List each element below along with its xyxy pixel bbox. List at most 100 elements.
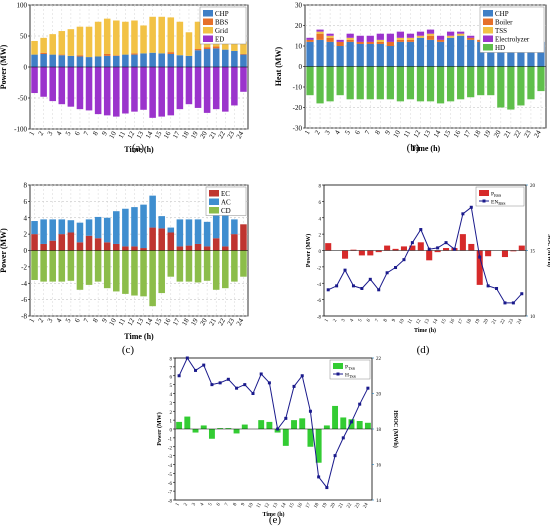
x-tick-label: 1 xyxy=(28,130,37,137)
bar-cd xyxy=(49,250,56,282)
x-tick-label: 6 xyxy=(73,130,82,137)
line-marker xyxy=(292,384,296,388)
y-tick-label: -10 xyxy=(293,84,303,92)
bar-hd xyxy=(527,66,535,100)
bar-cd xyxy=(212,250,220,290)
y-tick-label: -6 xyxy=(21,296,27,304)
line-marker xyxy=(341,436,345,440)
line-marker xyxy=(520,292,524,296)
bar-ed xyxy=(185,67,193,105)
bar-chp xyxy=(31,54,38,67)
bar-chp xyxy=(40,53,47,67)
y-axis-label: Power (MW) xyxy=(0,44,8,89)
line-marker xyxy=(235,386,239,390)
bar-boiler xyxy=(356,41,364,44)
line-marker xyxy=(218,381,222,385)
bar-chp xyxy=(316,39,324,67)
line-marker xyxy=(308,409,312,413)
bar-p xyxy=(299,418,306,429)
bar-boiler xyxy=(366,41,374,44)
x-tick-label: 23 xyxy=(226,317,237,327)
x-axis-label: Time (h) xyxy=(124,145,154,154)
y-tick-label: 1 xyxy=(170,420,173,425)
bar-p xyxy=(364,422,371,429)
bar-grid xyxy=(67,29,75,56)
bar-tss xyxy=(326,35,334,38)
bar-chp xyxy=(113,55,120,67)
x-tick-label: 5 xyxy=(64,130,73,137)
bar-p xyxy=(192,429,199,433)
x-tick-label: 19 xyxy=(189,317,200,327)
x-tick-label: 24 xyxy=(235,130,246,140)
y-tick-label: -3 xyxy=(168,455,173,460)
bar-grid xyxy=(176,21,184,56)
x-tick-label: 20 xyxy=(492,129,503,139)
bar-p xyxy=(233,429,240,434)
bar-p xyxy=(258,420,265,429)
chart-e: -8-7-6-5-4-3-2-10123456781416182022HSOC … xyxy=(156,356,399,518)
bar-chp xyxy=(194,50,202,67)
bar-electrolyzer xyxy=(436,35,445,40)
bar-electrolyzer xyxy=(396,31,405,38)
bar-hd xyxy=(537,66,545,92)
bar-p xyxy=(434,250,441,253)
legend-swatch xyxy=(483,44,493,51)
x-tick-label: 10 xyxy=(392,129,403,139)
bar-bbs xyxy=(212,46,220,49)
line-marker xyxy=(267,381,271,385)
line-marker xyxy=(343,268,347,272)
x-tick-label: 4 xyxy=(333,129,342,136)
y-tick-label: -6 xyxy=(317,299,322,304)
x-tick-label: 2 xyxy=(37,317,46,324)
x-tick-label: 18 xyxy=(472,129,483,139)
bar-p xyxy=(340,417,347,429)
y-tick-label: 4 xyxy=(24,214,28,222)
bar-boiler xyxy=(326,37,334,42)
y-tick-label: 6 xyxy=(319,201,322,206)
x-tick-label: 22 xyxy=(346,502,353,509)
bar-ed xyxy=(94,67,102,115)
bar-boiler xyxy=(316,33,324,40)
y-axis-label: Power (MW) xyxy=(156,412,163,445)
line-marker xyxy=(276,427,280,431)
bar-ec xyxy=(140,248,147,251)
panel-label-c: (c) xyxy=(122,344,135,356)
bar-chp xyxy=(396,41,405,67)
bar-chp xyxy=(176,55,184,67)
bar-ed xyxy=(158,67,165,117)
x-tick-label: 9 xyxy=(100,317,109,324)
bar-chp xyxy=(517,41,525,67)
x-tick-label: 4 xyxy=(55,130,64,137)
x-tick-label: 5 xyxy=(358,318,364,323)
x-tick-label: 14 xyxy=(433,318,440,325)
line-marker xyxy=(410,241,414,245)
line-marker xyxy=(210,383,214,387)
x-tick-label: 9 xyxy=(392,318,398,323)
x-tick-label: 11 xyxy=(402,129,413,139)
legend-label-main: EN xyxy=(491,200,498,206)
x-tick-label: 18 xyxy=(180,317,191,327)
line-marker xyxy=(335,284,339,288)
bar-chp xyxy=(497,41,505,67)
x-tick-label: 11 xyxy=(256,502,263,509)
line-marker xyxy=(326,288,330,292)
panel-label-b: (b) xyxy=(407,142,420,154)
bar-electrolyzer xyxy=(336,39,344,42)
x-tick-label: 4 xyxy=(200,502,206,507)
y-tick-label: -4 xyxy=(317,283,322,288)
bar-electrolyzer xyxy=(446,31,455,36)
bar-cd xyxy=(203,250,211,281)
bar-p xyxy=(392,248,399,251)
x-tick-label: 15 xyxy=(153,130,164,140)
bar-hd xyxy=(366,66,374,100)
x-tick-label: 14 xyxy=(144,130,155,140)
bar-tss xyxy=(376,39,384,42)
bar-ac xyxy=(103,217,111,243)
line-marker xyxy=(394,266,398,270)
x-tick-label: 19 xyxy=(322,502,329,509)
x-tick-label: 8 xyxy=(91,130,100,137)
line-marker xyxy=(284,416,288,420)
bar-chp xyxy=(49,54,56,67)
